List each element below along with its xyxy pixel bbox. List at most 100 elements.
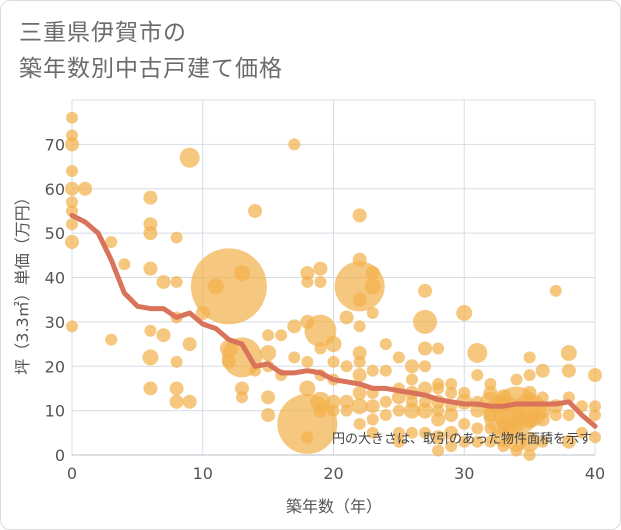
data-point	[523, 369, 536, 382]
data-point	[392, 404, 405, 417]
data-point	[419, 426, 432, 439]
data-point	[78, 181, 93, 196]
data-point	[405, 373, 418, 386]
data-point	[432, 342, 445, 355]
data-point	[366, 307, 379, 319]
data-point	[65, 137, 79, 152]
x-tick-label: 30	[454, 464, 474, 483]
data-point	[235, 391, 248, 404]
y-tick-label: 20	[45, 357, 65, 376]
data-point	[418, 381, 433, 396]
data-point	[182, 337, 197, 352]
data-point	[66, 111, 78, 124]
data-point	[379, 338, 392, 351]
data-point	[431, 412, 446, 427]
data-point	[535, 412, 550, 427]
data-point	[105, 236, 118, 248]
y-tick-label: 40	[45, 269, 65, 288]
data-point	[405, 426, 418, 439]
data-point	[301, 355, 314, 368]
data-point	[66, 320, 78, 333]
data-point	[299, 380, 316, 397]
data-point	[170, 355, 183, 368]
data-point	[392, 426, 405, 439]
data-point	[65, 235, 79, 249]
data-point	[301, 431, 314, 444]
y-tick-label: 0	[55, 446, 65, 465]
data-point	[353, 417, 366, 430]
trend-line-layer	[69, 212, 598, 429]
data-point	[190, 248, 267, 325]
data-point	[179, 147, 200, 168]
data-point	[471, 422, 484, 435]
data-point	[66, 165, 78, 177]
data-point	[325, 336, 342, 353]
data-point	[561, 434, 576, 449]
data-point	[366, 413, 379, 426]
data-point	[261, 408, 276, 423]
data-point	[589, 400, 601, 413]
chart-title-line-1: 三重県伊賀市の	[19, 20, 187, 46]
data-point	[169, 381, 184, 396]
data-point	[379, 395, 392, 408]
data-point	[351, 398, 368, 415]
data-point	[170, 231, 183, 244]
y-axis-label: 坪（3.3㎡）単価（万円）	[13, 189, 32, 374]
data-point	[287, 319, 302, 334]
data-point	[233, 265, 250, 282]
data-point	[523, 351, 536, 364]
data-point	[118, 258, 131, 271]
data-point	[536, 435, 549, 448]
y-tick-label: 60	[45, 180, 65, 199]
data-point	[484, 435, 497, 448]
data-point	[510, 444, 523, 457]
data-point	[352, 208, 367, 223]
data-point	[588, 368, 602, 383]
data-point	[365, 266, 380, 281]
data-point	[467, 342, 488, 363]
data-point	[169, 394, 184, 409]
data-point	[66, 204, 78, 217]
data-point	[275, 329, 288, 342]
data-point	[431, 430, 446, 445]
data-point	[65, 181, 79, 196]
data-point	[143, 261, 158, 276]
data-point	[300, 266, 315, 281]
data-point	[156, 274, 171, 289]
y-tick-label: 30	[45, 313, 65, 332]
data-point	[365, 399, 380, 414]
data-point	[403, 402, 420, 419]
data-point	[404, 359, 419, 374]
chart-title-line-2: 築年数別中古戸建て価格	[19, 56, 283, 82]
data-point	[549, 284, 562, 297]
data-point	[413, 309, 438, 334]
data-point	[432, 382, 445, 395]
data-point	[561, 363, 576, 378]
data-point	[366, 426, 379, 439]
data-point	[471, 435, 484, 448]
data-point	[458, 417, 471, 430]
data-point	[471, 369, 484, 382]
data-point	[536, 391, 549, 404]
data-point	[142, 349, 159, 366]
data-point	[143, 226, 158, 241]
data-point	[260, 344, 277, 361]
x-axis-label: 築年数（年）	[286, 497, 382, 516]
data-point	[366, 364, 379, 377]
data-point	[340, 360, 353, 373]
x-tick-label: 40	[585, 464, 605, 483]
data-point	[379, 364, 392, 377]
data-point	[144, 324, 157, 337]
data-point	[105, 333, 118, 346]
data-point	[497, 440, 510, 453]
data-point	[589, 409, 601, 422]
data-point	[143, 190, 158, 205]
data-point	[432, 444, 445, 457]
data-point	[353, 355, 366, 368]
data-point	[339, 394, 354, 409]
data-point	[352, 345, 367, 360]
data-point	[417, 402, 434, 419]
data-point	[445, 386, 458, 399]
data-point	[352, 385, 367, 400]
y-tick-label: 50	[45, 224, 65, 243]
